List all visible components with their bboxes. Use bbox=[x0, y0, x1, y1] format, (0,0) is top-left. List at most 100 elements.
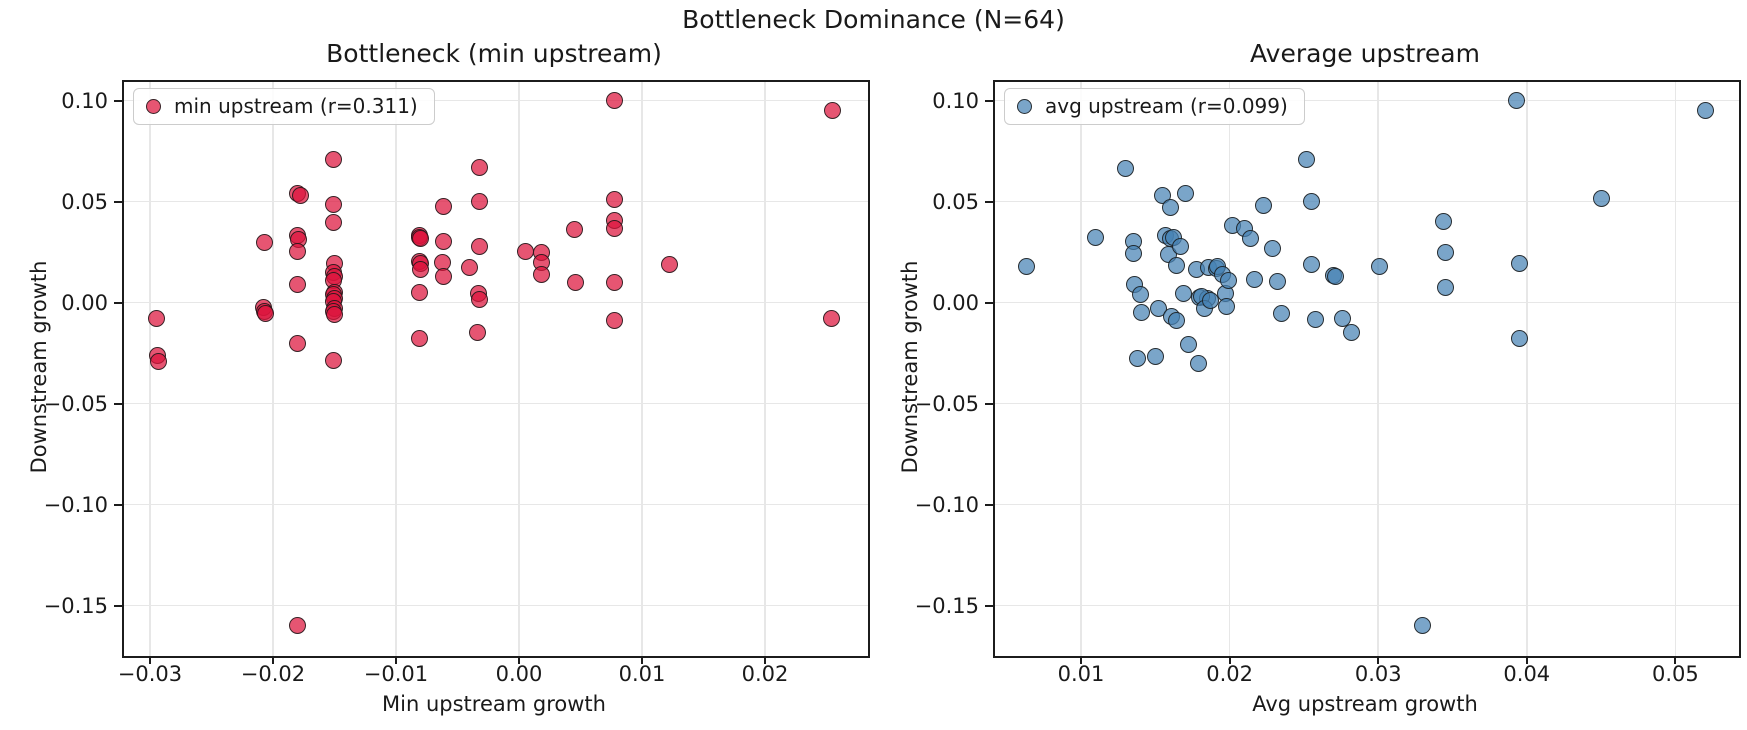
y-tick-mark bbox=[114, 200, 122, 203]
data-point bbox=[1342, 324, 1360, 342]
data-point bbox=[822, 310, 840, 328]
data-point bbox=[150, 352, 168, 370]
legend-label: min upstream (r=0.311) bbox=[174, 94, 418, 118]
legend-left: min upstream (r=0.311) bbox=[133, 88, 435, 125]
x-tick-mark bbox=[764, 656, 767, 664]
scatter-marker-icon bbox=[1017, 99, 1032, 114]
y-tick-mark bbox=[114, 402, 122, 405]
x-tick-mark bbox=[394, 656, 397, 664]
y-tick-label: −0.15 bbox=[914, 593, 979, 618]
x-tick-label: 0.02 bbox=[1206, 662, 1253, 686]
data-point bbox=[1179, 336, 1197, 354]
x-tick-mark bbox=[1377, 656, 1380, 664]
data-point bbox=[471, 291, 489, 309]
y-axis-label-right: Downstream growth bbox=[898, 260, 922, 474]
gridline bbox=[518, 82, 520, 656]
x-tick-label: −0.03 bbox=[117, 662, 183, 686]
data-point bbox=[1176, 184, 1194, 202]
plot-area-right: avg upstream (r=0.099) bbox=[993, 80, 1741, 658]
y-tick-label: −0.15 bbox=[43, 593, 108, 618]
gridline bbox=[124, 200, 868, 203]
x-tick-label: 0.00 bbox=[495, 662, 543, 686]
data-point bbox=[606, 219, 624, 237]
x-tick-mark bbox=[1228, 656, 1231, 664]
data-point bbox=[410, 330, 428, 348]
y-tick-label: −0.05 bbox=[43, 391, 108, 416]
y-tick-label: 0.10 bbox=[61, 88, 108, 113]
y-tick-mark bbox=[114, 604, 122, 607]
gridline bbox=[124, 301, 868, 304]
subplot-title-right: Average upstream bbox=[1250, 39, 1480, 68]
data-point bbox=[1592, 190, 1610, 208]
data-point bbox=[324, 150, 342, 168]
gridline bbox=[995, 402, 1739, 405]
gridline bbox=[995, 99, 1739, 102]
data-point bbox=[147, 310, 165, 328]
gridline bbox=[995, 200, 1739, 203]
x-axis-label-left: Min upstream growth bbox=[382, 692, 606, 716]
gridline bbox=[1526, 82, 1528, 656]
y-tick-mark bbox=[985, 402, 993, 405]
x-tick-label: 0.01 bbox=[618, 662, 666, 686]
data-point bbox=[461, 258, 479, 276]
x-tick-mark bbox=[148, 656, 151, 664]
data-point bbox=[1241, 230, 1259, 248]
x-tick-mark bbox=[518, 656, 520, 664]
data-point bbox=[468, 323, 486, 341]
data-point bbox=[606, 273, 624, 291]
data-point bbox=[1124, 244, 1142, 262]
data-point bbox=[257, 305, 275, 323]
data-point bbox=[1696, 102, 1714, 120]
x-tick-label: 0.01 bbox=[1057, 662, 1105, 686]
y-tick-mark bbox=[985, 200, 993, 203]
y-tick-mark bbox=[114, 301, 122, 304]
x-tick-mark bbox=[271, 656, 274, 664]
gridline bbox=[995, 301, 1739, 304]
data-point bbox=[289, 617, 307, 635]
data-point bbox=[532, 266, 550, 284]
gridline bbox=[149, 82, 151, 656]
y-tick-mark bbox=[114, 99, 122, 102]
data-point bbox=[435, 233, 453, 251]
x-tick-mark bbox=[1674, 656, 1677, 664]
data-point bbox=[1133, 304, 1151, 322]
data-point bbox=[324, 351, 342, 369]
data-point bbox=[1414, 617, 1432, 635]
data-point bbox=[289, 242, 307, 260]
x-tick-mark bbox=[1525, 656, 1528, 664]
data-point bbox=[325, 305, 343, 323]
data-point bbox=[1218, 298, 1236, 316]
y-tick-label: 0.00 bbox=[932, 290, 979, 315]
y-tick-mark bbox=[985, 503, 993, 506]
data-point bbox=[289, 335, 307, 353]
gridline bbox=[124, 604, 868, 607]
data-point bbox=[1172, 237, 1190, 255]
data-point bbox=[471, 158, 489, 176]
x-tick-mark bbox=[641, 656, 644, 664]
data-point bbox=[1507, 92, 1525, 110]
data-point bbox=[435, 267, 453, 285]
data-point bbox=[1302, 255, 1320, 273]
data-point bbox=[565, 221, 583, 239]
y-tick-label: −0.05 bbox=[914, 391, 979, 416]
data-point bbox=[471, 192, 489, 210]
x-tick-label: 0.05 bbox=[1652, 662, 1699, 686]
data-point bbox=[1246, 270, 1264, 288]
y-tick-mark bbox=[985, 99, 993, 102]
data-point bbox=[1326, 268, 1344, 286]
data-point bbox=[1436, 243, 1454, 261]
gridline bbox=[995, 503, 1739, 506]
x-tick-label: −0.02 bbox=[240, 662, 306, 686]
data-point bbox=[435, 198, 453, 216]
data-point bbox=[1131, 285, 1149, 303]
data-point bbox=[1371, 257, 1389, 275]
gridline bbox=[641, 82, 643, 656]
gridline bbox=[395, 82, 397, 656]
y-tick-label: 0.05 bbox=[932, 189, 979, 214]
data-point bbox=[1273, 305, 1291, 323]
data-point bbox=[471, 237, 489, 255]
gridline bbox=[1377, 82, 1379, 656]
data-point bbox=[324, 214, 342, 232]
data-point bbox=[1219, 271, 1237, 289]
gridline bbox=[1674, 82, 1677, 656]
